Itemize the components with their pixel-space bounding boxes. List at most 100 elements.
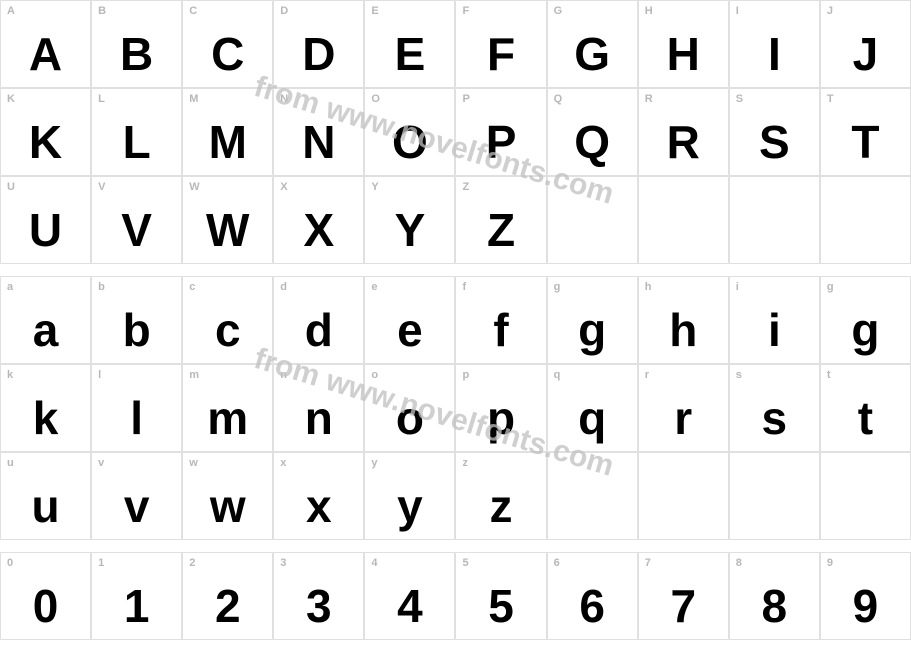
glyph-label: R xyxy=(645,93,653,105)
font-charmap: AABBCCDDEEFFGGHHIIJJKKLLMMNNOOPPQQRRSSTT… xyxy=(0,0,911,640)
glyph-char: E xyxy=(395,31,426,77)
glyph-char: m xyxy=(207,395,248,441)
glyph-label: 7 xyxy=(645,557,651,569)
glyph-cell: ff xyxy=(455,276,546,364)
glyph-char: T xyxy=(851,119,879,165)
glyph-char: i xyxy=(768,307,781,353)
glyph-cell: UU xyxy=(0,176,91,264)
glyph-char: N xyxy=(302,119,335,165)
glyph-label: z xyxy=(462,457,468,469)
glyph-label: H xyxy=(645,5,653,17)
glyph-char: t xyxy=(858,395,873,441)
glyph-char: s xyxy=(762,395,788,441)
glyph-label: 4 xyxy=(371,557,377,569)
glyph-char: S xyxy=(759,119,790,165)
glyph-char: g xyxy=(851,307,879,353)
glyph-char: M xyxy=(209,119,247,165)
glyph-char: U xyxy=(29,207,62,253)
glyph-cell: ee xyxy=(364,276,455,364)
glyph-cell: JJ xyxy=(820,0,911,88)
glyph-label: J xyxy=(827,5,833,17)
glyph-cell: oo xyxy=(364,364,455,452)
glyph-label: u xyxy=(7,457,14,469)
glyph-label: I xyxy=(736,5,739,17)
glyph-char: f xyxy=(493,307,508,353)
glyph-char: n xyxy=(305,395,333,441)
glyph-char: H xyxy=(667,31,700,77)
glyph-label: O xyxy=(371,93,380,105)
glyph-cell: aa xyxy=(0,276,91,364)
glyph-label: X xyxy=(280,181,287,193)
glyph-cell: OO xyxy=(364,88,455,176)
glyph-cell: BB xyxy=(91,0,182,88)
glyph-label: g xyxy=(827,281,834,293)
glyph-label: x xyxy=(280,457,286,469)
glyph-label: W xyxy=(189,181,199,193)
glyph-cell: DD xyxy=(273,0,364,88)
glyph-char: p xyxy=(487,395,515,441)
glyph-cell: PP xyxy=(455,88,546,176)
glyph-label: r xyxy=(645,369,649,381)
glyph-char: B xyxy=(120,31,153,77)
glyph-char: W xyxy=(206,207,249,253)
glyph-cell: tt xyxy=(820,364,911,452)
glyph-label: e xyxy=(371,281,377,293)
glyph-label: A xyxy=(7,5,15,17)
glyph-label: V xyxy=(98,181,105,193)
glyph-cell: TT xyxy=(820,88,911,176)
glyph-char: a xyxy=(33,307,59,353)
glyph-char: 8 xyxy=(762,583,788,629)
glyph-label: a xyxy=(7,281,13,293)
glyph-cell xyxy=(638,176,729,264)
glyph-cell xyxy=(547,452,638,540)
glyph-label: P xyxy=(462,93,469,105)
glyph-cell xyxy=(729,452,820,540)
charmap-block-digits: 00112233445566778899 xyxy=(0,552,911,640)
glyph-cell: kk xyxy=(0,364,91,452)
glyph-label: F xyxy=(462,5,469,17)
glyph-cell: dd xyxy=(273,276,364,364)
glyph-char: 0 xyxy=(33,583,59,629)
glyph-label: D xyxy=(280,5,288,17)
glyph-label: 6 xyxy=(554,557,560,569)
glyph-label: t xyxy=(827,369,831,381)
glyph-char: d xyxy=(305,307,333,353)
glyph-cell: VV xyxy=(91,176,182,264)
glyph-cell: xx xyxy=(273,452,364,540)
glyph-cell: YY xyxy=(364,176,455,264)
glyph-cell: ss xyxy=(729,364,820,452)
glyph-cell: WW xyxy=(182,176,273,264)
glyph-char: 3 xyxy=(306,583,332,629)
glyph-cell: 77 xyxy=(638,552,729,640)
block-spacer xyxy=(0,264,911,276)
glyph-label: v xyxy=(98,457,104,469)
glyph-char: 5 xyxy=(488,583,514,629)
glyph-label: h xyxy=(645,281,652,293)
glyph-label: s xyxy=(736,369,742,381)
glyph-char: v xyxy=(124,483,150,529)
glyph-cell xyxy=(729,176,820,264)
glyph-label: 9 xyxy=(827,557,833,569)
glyph-char: u xyxy=(31,483,59,529)
glyph-cell: II xyxy=(729,0,820,88)
glyph-cell: FF xyxy=(455,0,546,88)
glyph-char: y xyxy=(397,483,423,529)
glyph-char: L xyxy=(123,119,151,165)
glyph-cell: uu xyxy=(0,452,91,540)
glyph-cell: 33 xyxy=(273,552,364,640)
glyph-label: S xyxy=(736,93,743,105)
glyph-label: y xyxy=(371,457,377,469)
glyph-cell: MM xyxy=(182,88,273,176)
glyph-char: 4 xyxy=(397,583,423,629)
glyph-cell: zz xyxy=(455,452,546,540)
glyph-char: K xyxy=(29,119,62,165)
glyph-cell: nn xyxy=(273,364,364,452)
glyph-label: Y xyxy=(371,181,378,193)
glyph-label: 8 xyxy=(736,557,742,569)
glyph-cell: QQ xyxy=(547,88,638,176)
glyph-cell: 55 xyxy=(455,552,546,640)
glyph-cell: 44 xyxy=(364,552,455,640)
glyph-cell: gg xyxy=(547,276,638,364)
glyph-cell: hh xyxy=(638,276,729,364)
glyph-cell: RR xyxy=(638,88,729,176)
